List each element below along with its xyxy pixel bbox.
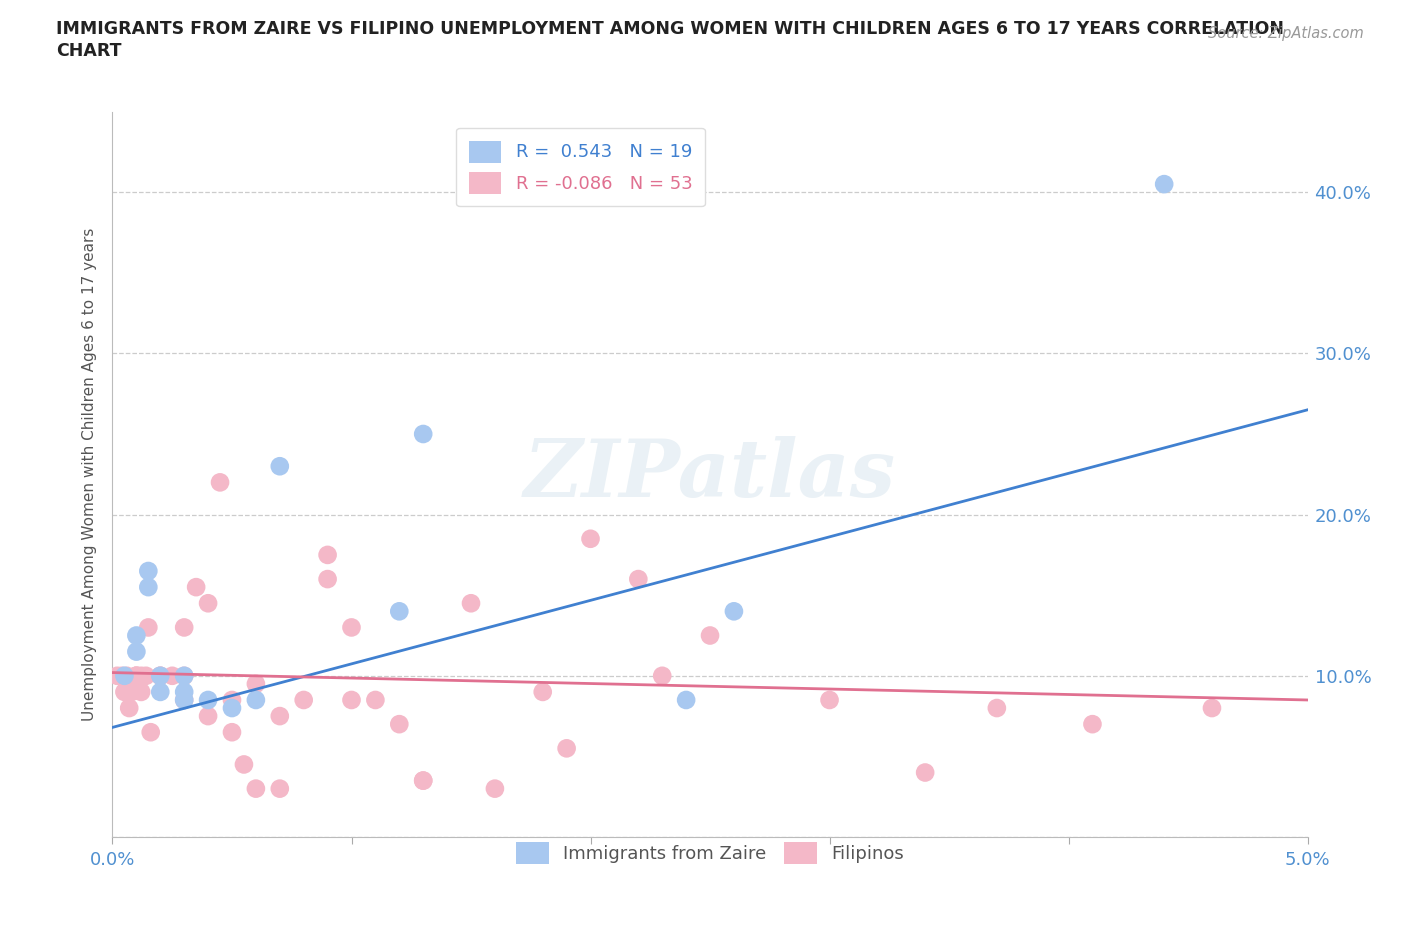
Point [316, 572, 339, 587]
Legend: Immigrants from Zaire, Filipinos: Immigrants from Zaire, Filipinos [509, 835, 911, 871]
Point [138, 564, 160, 578]
Point [105, 669, 128, 684]
Point [627, 572, 650, 587]
Point [114, 669, 135, 684]
Point [173, 693, 195, 708]
Text: Source: ZipAtlas.com: Source: ZipAtlas.com [1208, 26, 1364, 41]
Point [129, 684, 152, 699]
Point [233, 757, 256, 772]
Point [173, 684, 195, 699]
Point [173, 620, 195, 635]
Point [125, 628, 148, 643]
Point [139, 724, 162, 739]
Point [412, 773, 434, 788]
Point [1081, 717, 1104, 732]
Point [186, 579, 208, 594]
Point [118, 700, 141, 715]
Point [340, 620, 363, 635]
Point [245, 693, 267, 708]
Point [149, 669, 172, 684]
Point [914, 765, 936, 780]
Point [531, 684, 554, 699]
Point [173, 669, 195, 684]
Point [818, 693, 841, 708]
Point [121, 684, 143, 699]
Point [340, 693, 363, 708]
Point [364, 693, 387, 708]
Point [1153, 177, 1175, 192]
Point [269, 781, 291, 796]
Point [173, 693, 195, 708]
Point [316, 548, 339, 563]
Point [135, 669, 157, 684]
Text: CHART: CHART [56, 42, 122, 60]
Point [221, 724, 243, 739]
Point [245, 676, 267, 691]
Point [221, 700, 243, 715]
Point [579, 531, 602, 546]
Point [555, 741, 578, 756]
Point [412, 427, 434, 442]
Point [1201, 700, 1223, 715]
Point [460, 596, 482, 611]
Point [197, 709, 219, 724]
Point [388, 717, 411, 732]
Point [162, 669, 183, 684]
Point [412, 773, 434, 788]
Point [173, 669, 195, 684]
Point [675, 693, 697, 708]
Point [269, 709, 291, 724]
Point [292, 693, 315, 708]
Point [388, 604, 411, 618]
Point [484, 781, 506, 796]
Point [651, 669, 673, 684]
Point [221, 693, 243, 708]
Point [149, 684, 172, 699]
Point [149, 669, 172, 684]
Point [197, 596, 219, 611]
Point [197, 693, 219, 708]
Point [138, 579, 160, 594]
Point [111, 669, 134, 684]
Point [125, 669, 148, 684]
Point [269, 458, 291, 473]
Point [723, 604, 745, 618]
Point [209, 475, 232, 490]
Point [125, 669, 148, 684]
Point [115, 669, 138, 684]
Y-axis label: Unemployment Among Women with Children Ages 6 to 17 years: Unemployment Among Women with Children A… [82, 228, 97, 721]
Point [138, 620, 160, 635]
Point [125, 644, 148, 659]
Point [986, 700, 1008, 715]
Point [125, 669, 148, 684]
Point [149, 669, 172, 684]
Point [114, 684, 135, 699]
Point [699, 628, 721, 643]
Point [129, 669, 152, 684]
Text: IMMIGRANTS FROM ZAIRE VS FILIPINO UNEMPLOYMENT AMONG WOMEN WITH CHILDREN AGES 6 : IMMIGRANTS FROM ZAIRE VS FILIPINO UNEMPL… [56, 20, 1284, 38]
Point [245, 781, 267, 796]
Text: ZIPatlas: ZIPatlas [524, 435, 896, 513]
